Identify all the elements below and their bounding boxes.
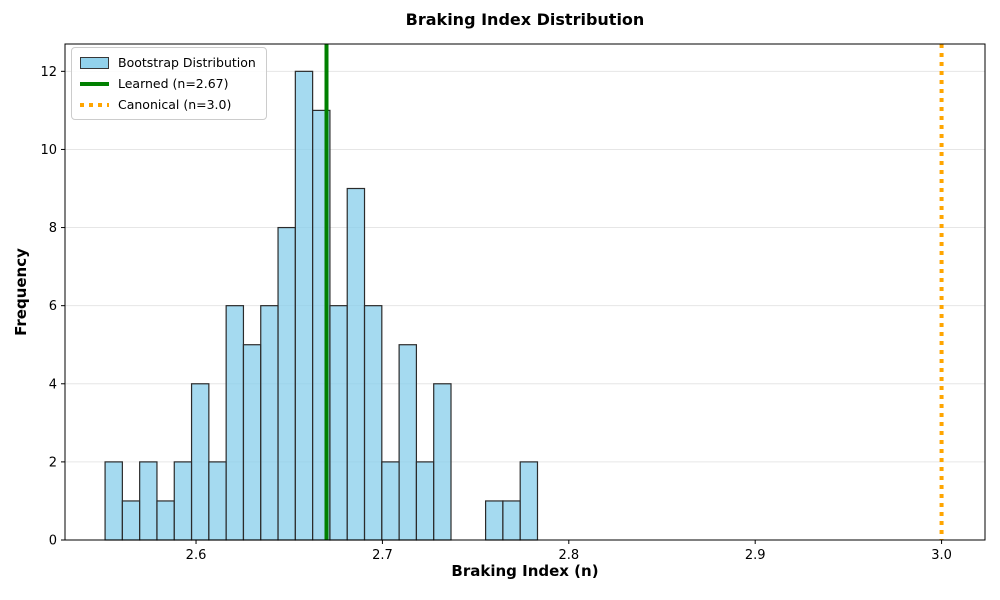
histogram-bar: [294, 70, 314, 541]
legend-label-canonical: Canonical (n=3.0): [118, 97, 232, 112]
x-tick-label: 2.8: [558, 548, 579, 563]
x-tick-label: 3.0: [931, 548, 952, 563]
y-tick-label: 8: [49, 221, 57, 236]
x-tick-label: 2.7: [372, 548, 393, 563]
histogram-bar: [156, 500, 175, 541]
histogram-bar: [242, 344, 262, 541]
histogram-bar: [208, 461, 227, 541]
y-tick-label: 12: [40, 65, 57, 80]
solid-line-icon: [80, 81, 109, 86]
histogram-bar: [363, 305, 383, 541]
histogram-bar: [190, 383, 210, 541]
dotted-line-icon: [80, 102, 109, 107]
legend: Bootstrap Distribution Learned (n=2.67) …: [71, 47, 267, 120]
histogram-bar: [433, 383, 452, 541]
legend-item-learned: Learned (n=2.67): [80, 75, 256, 92]
legend-item-canonical: Canonical (n=3.0): [80, 96, 256, 113]
legend-label-bootstrap: Bootstrap Distribution: [118, 55, 256, 70]
plot-border: [64, 43, 986, 541]
y-tick-label: 0: [49, 534, 57, 549]
histogram-bar: [139, 461, 158, 541]
histogram-bar: [121, 500, 141, 541]
x-tick-label: 2.6: [186, 548, 207, 563]
histogram-bar: [104, 461, 123, 541]
histogram-bar: [381, 461, 400, 541]
y-axis-label: Frequency: [12, 248, 30, 336]
histogram-patch-icon: [80, 56, 109, 69]
histogram-bar: [260, 305, 279, 541]
legend-label-learned: Learned (n=2.67): [118, 76, 229, 91]
y-tick-label: 10: [40, 143, 57, 158]
histogram-bar: [329, 305, 348, 541]
y-tick-label: 6: [49, 299, 57, 314]
x-axis-label: Braking Index (n): [451, 562, 599, 580]
chart-title: Braking Index Distribution: [405, 10, 645, 29]
histogram-bar: [173, 461, 193, 541]
histogram-bar: [277, 226, 296, 541]
histogram-bar: [484, 500, 504, 541]
x-tick-label: 2.9: [745, 548, 766, 563]
histogram-bar: [398, 344, 418, 541]
histogram-bar: [415, 461, 435, 541]
histogram-bar: [502, 500, 521, 541]
histogram-bar: [346, 187, 366, 541]
histogram-bar: [225, 305, 245, 541]
y-tick-label: 4: [49, 377, 57, 392]
histogram-bar: [519, 461, 539, 541]
legend-item-bootstrap: Bootstrap Distribution: [80, 54, 256, 71]
y-tick-label: 2: [49, 455, 57, 470]
